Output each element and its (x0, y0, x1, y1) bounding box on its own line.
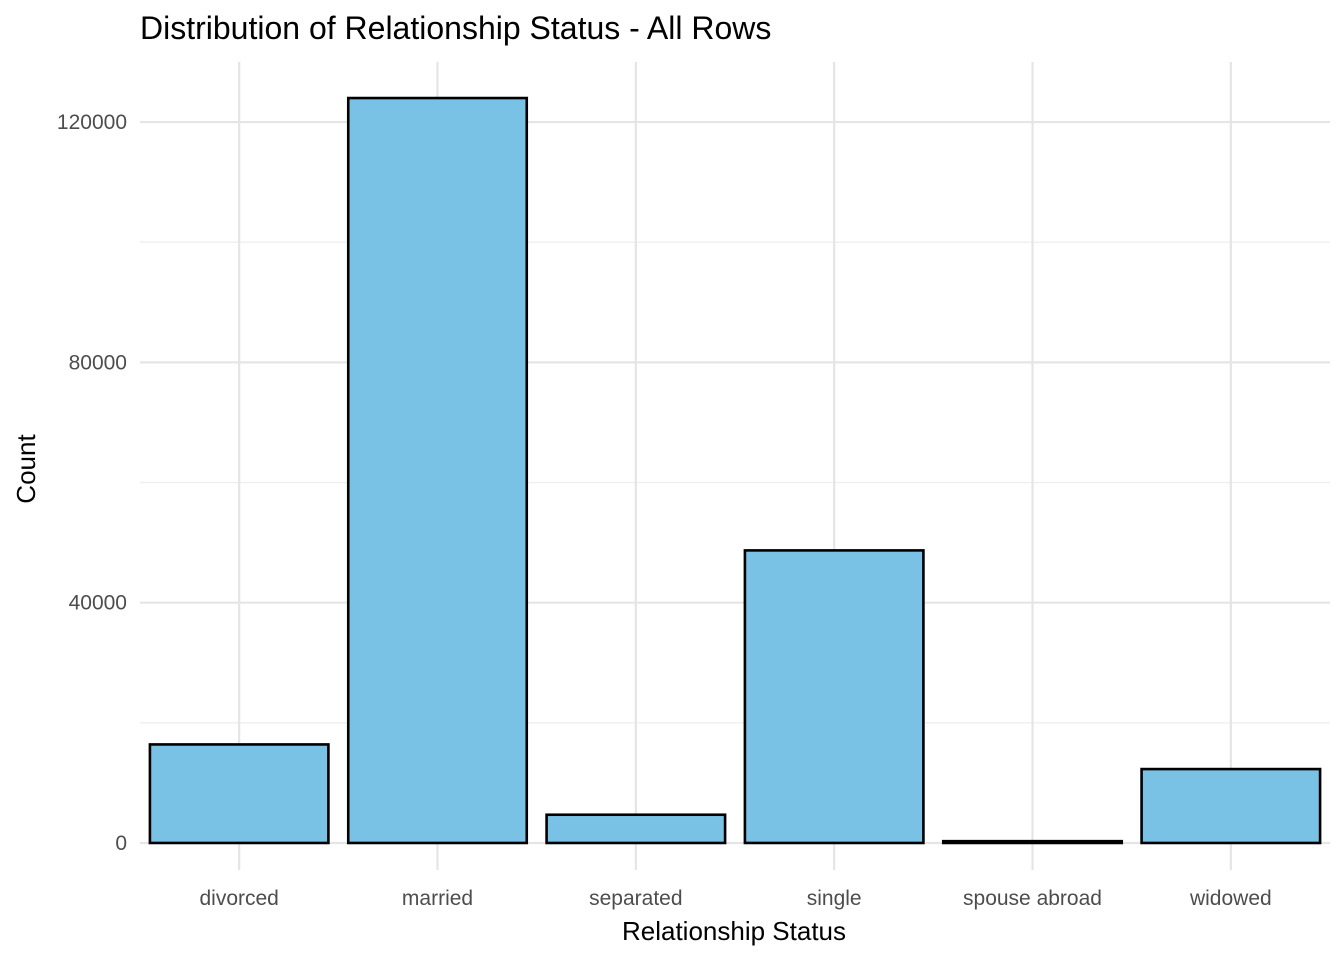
bars (148, 96, 1322, 845)
x-tick-label: single (807, 887, 862, 910)
x-axis-ticks: divorced married separated single spouse abr… (199, 887, 1271, 910)
y-tick-label: 80000 (69, 351, 127, 374)
chart-title: Distribution of Relationship Status - Al… (140, 10, 771, 46)
x-tick-label: spouse abroad (963, 887, 1102, 910)
bar-divorced (148, 743, 330, 845)
y-tick-label: 120000 (57, 111, 127, 134)
bar-separated (545, 813, 727, 845)
grid-lines (140, 62, 1330, 870)
y-axis-title: Count (11, 434, 41, 504)
bar-spouse-abroad (941, 839, 1124, 845)
x-tick-label: widowed (1189, 887, 1272, 910)
y-axis-ticks: 0 40000 80000 120000 (57, 111, 127, 855)
x-axis-title: Relationship Status (622, 916, 846, 946)
bar-widowed (1140, 767, 1322, 845)
bar-married (346, 96, 529, 845)
y-tick-label: 40000 (69, 592, 127, 615)
bar-single (743, 549, 925, 845)
y-tick-label: 0 (115, 832, 127, 855)
x-tick-label: divorced (199, 887, 278, 910)
x-tick-label: separated (589, 887, 682, 910)
x-tick-label: married (402, 887, 473, 910)
